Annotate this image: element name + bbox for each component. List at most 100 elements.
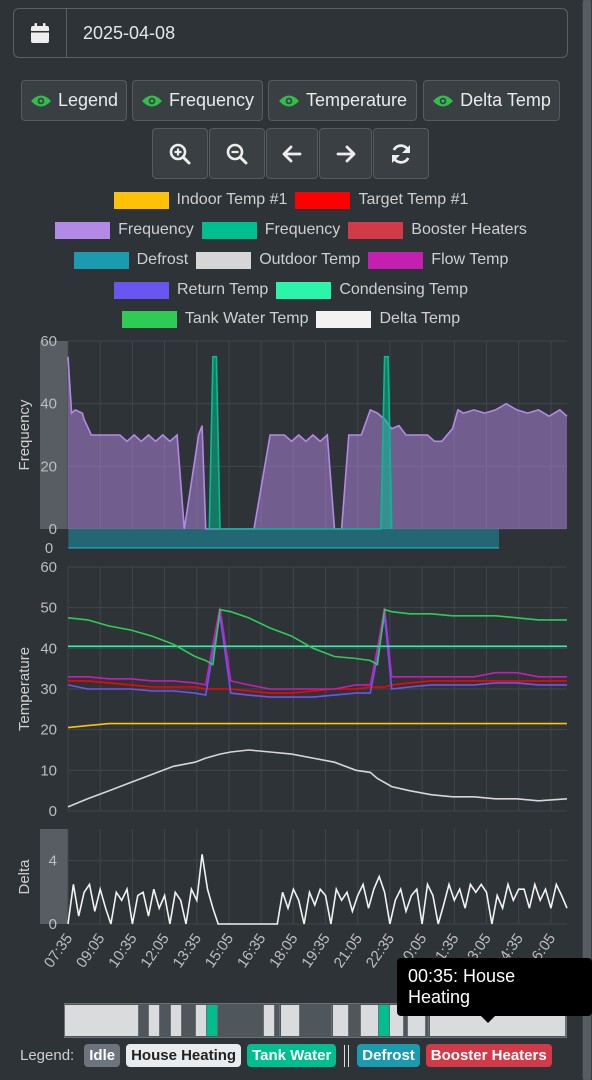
legend-item-booster-heaters[interactable]: Booster Heaters [348, 221, 527, 239]
x-tick-label: 12:05 [137, 931, 172, 972]
delta-axis-band [40, 829, 68, 924]
y-tick-label: 20 [40, 722, 57, 739]
toggle-frequency-button[interactable]: Frequency [132, 80, 263, 121]
y-tick-label: 50 [40, 600, 57, 617]
timeline-segment-house-heating[interactable] [264, 1005, 276, 1036]
x-tick-label: 07:35 [41, 931, 76, 972]
legend-label: Defrost [136, 251, 189, 268]
timeline-segment-house-heating[interactable] [332, 1005, 349, 1036]
y-tick-label: 0 [49, 916, 57, 933]
legend-row: Return Temp Condensing Temp [0, 281, 582, 299]
legend-label: Frequency [118, 221, 194, 238]
toggle-label: Legend [57, 90, 119, 110]
reset-button[interactable] [373, 128, 429, 179]
scrollbar-thumb[interactable] [583, 0, 591, 1080]
timeline-segment-house-heating[interactable] [280, 1005, 301, 1036]
x-tick-label: 13:35 [170, 931, 205, 972]
timeline-segment-house-heating[interactable] [170, 1005, 182, 1036]
y-tick-label: 60 [40, 559, 57, 576]
temperature-series-target-temp-1 [68, 680, 567, 694]
timeline-segment-idle[interactable] [217, 1005, 265, 1036]
legend-swatch [113, 191, 169, 209]
y-tick-label: 0 [49, 803, 57, 820]
legend-item-outdoor-temp[interactable]: Outdoor Temp [196, 251, 360, 269]
toggle-delta-temp-button[interactable]: Delta Temp [423, 80, 560, 121]
legend-item-frequency[interactable]: Frequency [55, 221, 194, 239]
charts-svg: 0204060Frequency0102030405060Temperature… [16, 333, 568, 972]
state-legend-label: Legend: [20, 1047, 75, 1064]
x-tick-label: 10:35 [105, 931, 140, 972]
zoom-out-icon [226, 143, 248, 164]
timeline-segment-house-heating[interactable] [196, 1005, 207, 1036]
x-tick-label: 21:05 [331, 931, 366, 972]
zoom-out-button[interactable] [209, 128, 265, 179]
y-tick-label: 30 [40, 681, 57, 698]
legend-label: Booster Heaters [411, 221, 527, 238]
legend-swatch [201, 221, 257, 239]
timeline-segment-idle[interactable] [425, 1005, 430, 1036]
zoom-in-button[interactable] [152, 128, 208, 179]
x-tick-label: 16:35 [234, 931, 269, 972]
temperature-series-outdoor-temp [67, 749, 568, 808]
eye-icon [433, 95, 454, 106]
scrollbar[interactable] [582, 0, 592, 1080]
pan-left-button[interactable] [266, 128, 318, 179]
plots [67, 355, 568, 925]
legend-item-return-temp[interactable]: Return Temp [114, 281, 268, 299]
timeline-segment-tank-water[interactable] [379, 1005, 390, 1036]
timeline-segment-idle[interactable] [160, 1005, 171, 1036]
timeline-segment-idle[interactable] [138, 1005, 150, 1036]
legend-item-target-temp[interactable]: Target Temp #1 [295, 191, 468, 209]
y-tick-label: 0 [49, 521, 57, 538]
zoom-in-icon [169, 143, 191, 164]
toggle-temperature-button[interactable]: Temperature [268, 80, 417, 121]
temperature-series-return-temp [67, 615, 567, 698]
timeline-segment-house-heating[interactable] [361, 1005, 380, 1036]
x-tick-label: 22:35 [363, 931, 398, 972]
arrow-left-icon [282, 145, 302, 162]
frequency-series-frequency [67, 356, 568, 530]
y-axis-label: Temperature [16, 647, 33, 731]
legend-item-indoor-temp[interactable]: Indoor Temp #1 [113, 191, 288, 209]
legend-item-condensing-temp[interactable]: Condensing Temp [276, 281, 468, 299]
legend-row: Frequency Frequency Booster Heaters [0, 221, 582, 239]
timeline-segment-idle[interactable] [275, 1005, 281, 1036]
x-tick-label: 19:35 [298, 931, 333, 972]
eye-icon [30, 95, 51, 106]
legend-row: Defrost Outdoor Temp Flow Temp [0, 251, 582, 269]
badge-booster-heaters: Booster Heaters [425, 1044, 552, 1067]
y-tick-label: 60 [40, 333, 57, 350]
legend-item-defrost[interactable]: Defrost [73, 251, 189, 269]
eye-icon [278, 95, 299, 106]
temperature-series-tank-water-temp [67, 608, 567, 666]
state-timeline[interactable] [64, 1003, 567, 1038]
legend-label: Indoor Temp #1 [176, 191, 288, 208]
toggle-legend-button[interactable]: Legend [21, 80, 127, 121]
x-tick-label: 09:05 [73, 931, 108, 972]
timeline-segment-idle[interactable] [300, 1005, 333, 1036]
legend-item-tank-water-temp[interactable]: Tank Water Temp [121, 310, 309, 328]
timeline-segment-house-heating[interactable] [65, 1005, 139, 1036]
temperature-series-flow-temp [68, 607, 567, 690]
timeline-segment-house-heating[interactable] [149, 1005, 161, 1036]
badge-idle: Idle [84, 1044, 121, 1067]
y-tick-label: 10 [40, 762, 57, 779]
badge-defrost: Defrost [357, 1044, 420, 1067]
timeline-segment-tank-water[interactable] [206, 1005, 218, 1036]
legend-item-frequency-tank[interactable]: Frequency [201, 221, 340, 239]
date-input[interactable] [67, 9, 567, 57]
refresh-icon [392, 143, 410, 164]
calendar-icon [31, 23, 49, 43]
legend-swatch [55, 221, 111, 239]
timeline-segment-idle[interactable] [404, 1005, 408, 1036]
legend-label: Tank Water Temp [184, 310, 309, 327]
legend-separator [344, 1044, 350, 1067]
legend-swatch [196, 251, 252, 269]
timeline-segment-idle[interactable] [348, 1005, 362, 1036]
temperature-series-indoor-temp-1 [67, 722, 567, 729]
legend-item-flow-temp[interactable]: Flow Temp [368, 251, 508, 269]
legend-item-delta-temp[interactable]: Delta Temp [316, 310, 460, 328]
timeline-segment-idle[interactable] [181, 1005, 197, 1036]
pan-right-button[interactable] [319, 128, 372, 179]
calendar-button[interactable] [14, 9, 67, 57]
